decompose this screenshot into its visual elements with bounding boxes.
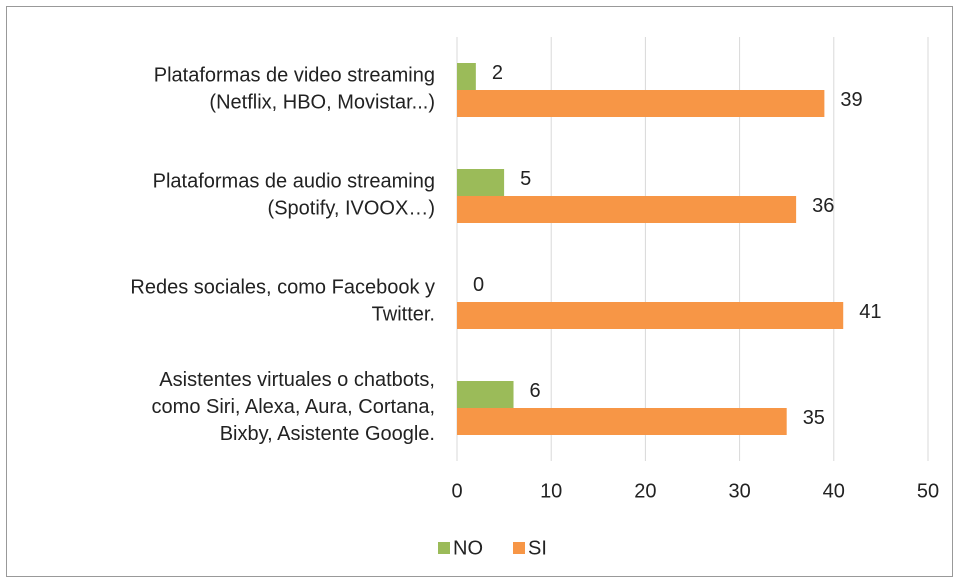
category-label: Asistentes virtuales o chatbots, como Sir…	[152, 369, 435, 445]
x-tick-label: 50	[917, 480, 939, 502]
legend-label: SI	[528, 537, 547, 559]
x-tick-label: 40	[823, 480, 845, 502]
bar	[457, 63, 476, 90]
category-label: Plataformas de video streaming (Netflix, …	[154, 65, 435, 114]
bar	[457, 90, 825, 117]
bar	[457, 302, 844, 329]
bar	[457, 408, 787, 435]
data-label: 39	[840, 89, 862, 111]
x-tick-label: 10	[540, 480, 562, 502]
legend-label: NO	[453, 537, 483, 559]
bar	[457, 169, 505, 196]
x-tick-label: 0	[451, 480, 462, 502]
data-label: 36	[812, 195, 834, 217]
data-label: 41	[859, 301, 881, 323]
category-label: Redes sociales, como Facebook y Twitter.	[130, 277, 435, 326]
data-label: 2	[492, 62, 503, 84]
legend-swatch	[513, 542, 525, 554]
data-label: 35	[803, 407, 825, 429]
legend-swatch	[438, 542, 450, 554]
data-label: 6	[530, 380, 541, 402]
bar	[457, 381, 514, 408]
x-tick-label: 30	[728, 480, 750, 502]
data-label: 5	[520, 168, 531, 190]
category-label: Plataformas de audio streaming (Spotify, …	[153, 171, 435, 220]
data-label: 0	[473, 274, 484, 296]
bar	[457, 196, 797, 223]
x-tick-label: 20	[634, 480, 656, 502]
